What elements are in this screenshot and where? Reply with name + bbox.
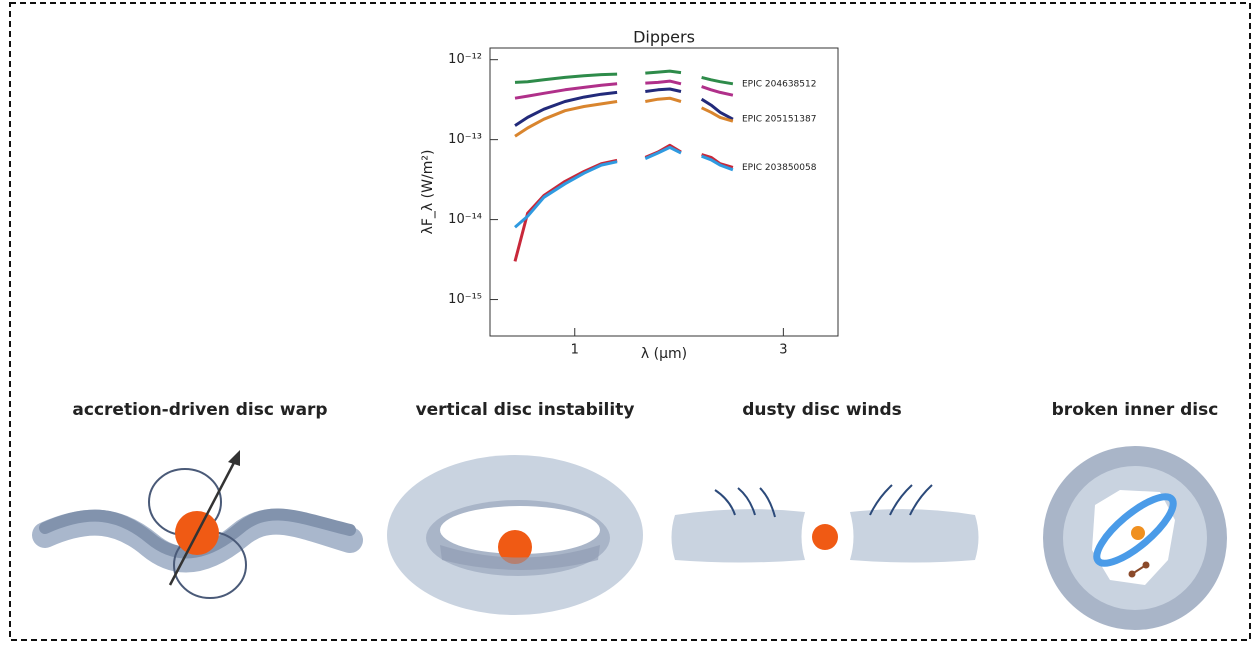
y-axis-label: λF_λ (W/m²) bbox=[420, 150, 436, 235]
panel-title: dusty disc winds bbox=[742, 400, 902, 420]
x-tick-label: 1 bbox=[571, 343, 579, 358]
chart-title: Dippers bbox=[633, 28, 695, 47]
series-label: EPIC 203850058 bbox=[742, 163, 817, 173]
y-tick-label: 10⁻¹² bbox=[448, 52, 482, 67]
panel-title: accretion-driven disc warp bbox=[72, 400, 327, 420]
warp-diagram bbox=[32, 450, 363, 599]
spectrum-line bbox=[514, 69, 734, 86]
broken-disc-diagram bbox=[1043, 446, 1227, 630]
dashed-border bbox=[9, 2, 1251, 641]
spectrum-line bbox=[514, 79, 734, 100]
y-tick-label: 10⁻¹³ bbox=[448, 132, 482, 147]
winds-diagram bbox=[671, 484, 979, 563]
torus-diagram bbox=[387, 455, 643, 615]
plot-frame bbox=[489, 47, 839, 337]
panel-title: vertical disc instability bbox=[416, 400, 635, 420]
x-tick-label: 3 bbox=[779, 343, 787, 358]
spectrum-line bbox=[514, 87, 734, 127]
y-tick-label: 10⁻¹⁵ bbox=[448, 292, 482, 307]
panel-title: broken inner disc bbox=[1052, 400, 1219, 420]
x-axis-label: λ (μm) bbox=[641, 346, 687, 362]
series-label: EPIC 204638512 bbox=[742, 79, 816, 89]
y-tick-label: 10⁻¹⁴ bbox=[448, 212, 482, 227]
series-label: EPIC 205151387 bbox=[742, 115, 816, 125]
spectrum-line bbox=[513, 143, 734, 262]
spectrum-line bbox=[514, 145, 734, 229]
spectrum-line bbox=[514, 96, 734, 138]
